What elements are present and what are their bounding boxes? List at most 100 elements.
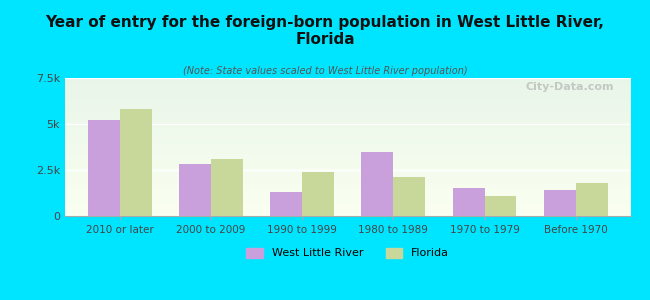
Bar <box>65 208 630 209</box>
Bar <box>65 168 630 169</box>
Bar <box>88 120 120 216</box>
Bar <box>65 101 630 103</box>
Bar <box>65 82 630 83</box>
Bar <box>65 93 630 94</box>
Bar <box>270 192 302 216</box>
Bar <box>65 106 630 107</box>
Bar <box>120 109 151 216</box>
Bar <box>65 107 630 108</box>
Bar <box>65 175 630 176</box>
Bar <box>65 201 630 202</box>
Bar <box>65 119 630 121</box>
Bar <box>65 198 630 200</box>
Bar <box>65 202 630 204</box>
Bar <box>65 133 630 135</box>
Bar <box>65 211 630 212</box>
Bar <box>65 183 630 184</box>
Bar <box>65 144 630 145</box>
Bar <box>65 162 630 164</box>
Bar <box>544 190 576 216</box>
Bar <box>65 124 630 125</box>
Bar <box>65 190 630 191</box>
Bar <box>65 148 630 150</box>
Bar <box>302 172 334 216</box>
Bar <box>65 132 630 133</box>
Bar <box>65 122 630 124</box>
Bar <box>65 155 630 157</box>
Bar <box>65 154 630 155</box>
Bar <box>65 86 630 88</box>
Bar <box>576 183 608 216</box>
Bar <box>65 140 630 142</box>
Bar <box>361 152 393 216</box>
Bar <box>65 130 630 132</box>
Bar <box>65 147 630 148</box>
Bar <box>65 99 630 100</box>
Bar <box>65 129 630 130</box>
Bar <box>65 173 630 175</box>
Bar <box>65 88 630 89</box>
Bar <box>65 100 630 101</box>
Bar <box>452 188 484 216</box>
Bar <box>65 104 630 106</box>
Bar <box>65 108 630 110</box>
Text: City-Data.com: City-Data.com <box>525 82 614 92</box>
Bar <box>65 159 630 161</box>
Bar <box>65 92 630 93</box>
Text: Year of entry for the foreign-born population in West Little River,
Florida: Year of entry for the foreign-born popul… <box>46 15 605 47</box>
Bar <box>393 177 425 216</box>
Bar <box>65 157 630 158</box>
Bar <box>65 187 630 188</box>
Bar <box>65 180 630 182</box>
Bar <box>65 139 630 140</box>
Bar <box>65 137 630 139</box>
Bar <box>65 125 630 126</box>
Bar <box>65 90 630 92</box>
Bar <box>179 164 211 216</box>
Bar <box>65 83 630 85</box>
Bar <box>65 170 630 172</box>
Bar <box>65 135 630 136</box>
Bar <box>65 193 630 194</box>
Bar <box>65 89 630 90</box>
Bar <box>65 80 630 81</box>
Bar <box>65 169 630 170</box>
Bar <box>65 117 630 118</box>
Bar <box>65 150 630 151</box>
Bar <box>65 81 630 82</box>
Bar <box>65 184 630 186</box>
Bar <box>65 197 630 198</box>
Bar <box>65 195 630 197</box>
Bar <box>65 200 630 201</box>
Bar <box>65 151 630 152</box>
Bar <box>65 212 630 213</box>
Bar <box>65 128 630 129</box>
Bar <box>65 143 630 144</box>
Bar <box>65 97 630 99</box>
Bar <box>65 112 630 114</box>
Bar <box>65 111 630 112</box>
Bar <box>65 179 630 180</box>
Bar <box>65 94 630 96</box>
Bar <box>65 204 630 205</box>
Bar <box>65 166 630 168</box>
Bar <box>65 103 630 104</box>
Legend: West Little River, Florida: West Little River, Florida <box>242 243 454 263</box>
Bar <box>65 214 630 216</box>
Bar <box>65 209 630 211</box>
Bar <box>65 110 630 111</box>
Bar <box>65 161 630 162</box>
Bar <box>65 205 630 206</box>
Bar <box>65 115 630 117</box>
Text: (Note: State values scaled to West Little River population): (Note: State values scaled to West Littl… <box>183 66 467 76</box>
Bar <box>65 85 630 86</box>
Bar <box>65 206 630 208</box>
Bar <box>65 186 630 187</box>
Bar <box>65 121 630 122</box>
Bar <box>211 159 243 216</box>
Bar <box>65 176 630 177</box>
Bar <box>65 118 630 119</box>
Bar <box>65 164 630 165</box>
Bar <box>484 196 517 216</box>
Bar <box>65 142 630 143</box>
